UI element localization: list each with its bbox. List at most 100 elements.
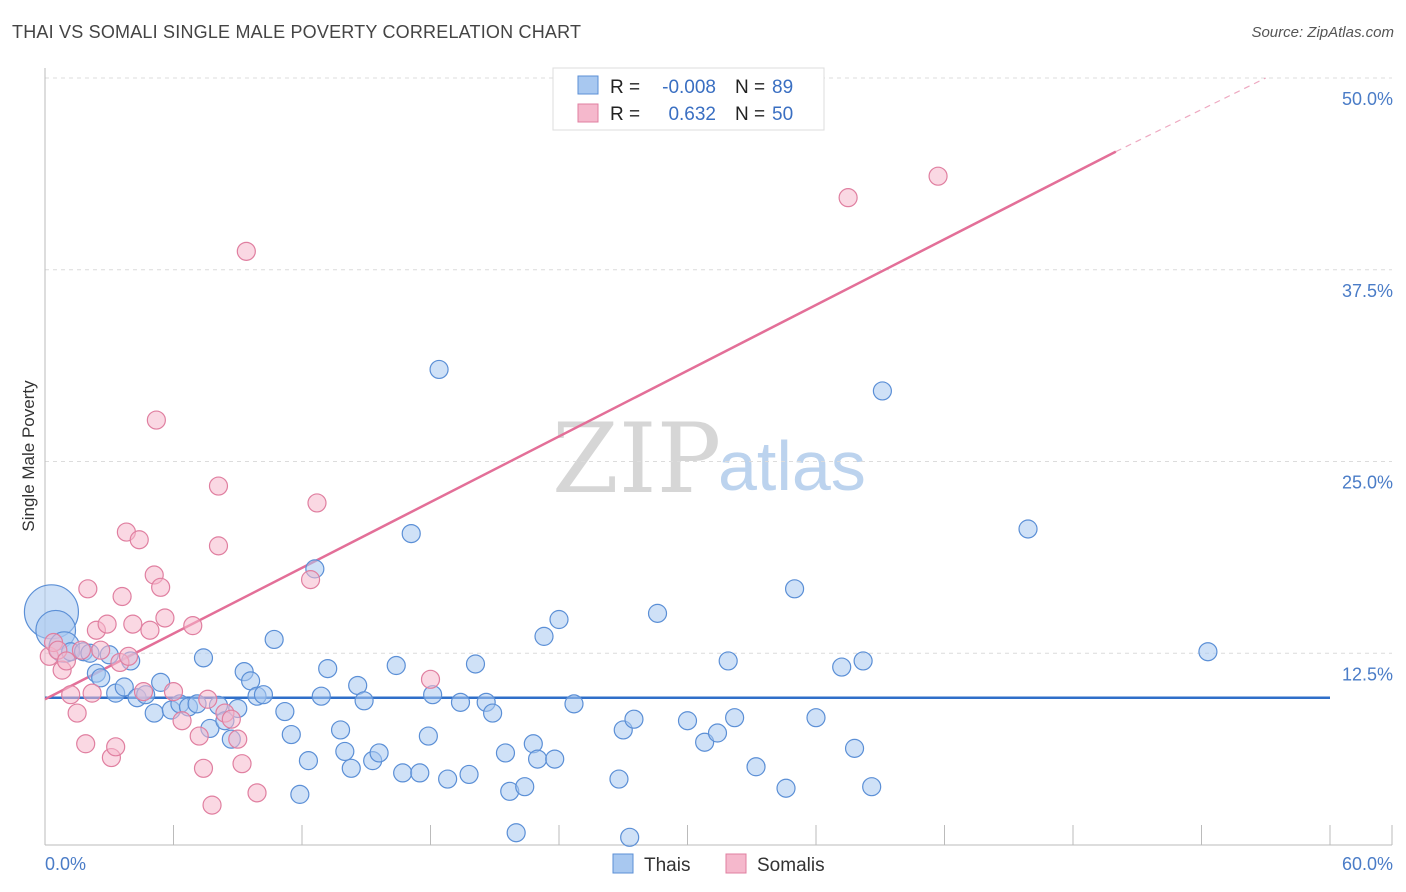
- thais-point: [545, 749, 565, 769]
- thais-point: [483, 703, 503, 723]
- thais-point: [806, 708, 826, 728]
- y-tick-label: 37.5%: [1342, 281, 1393, 301]
- somalis-point: [123, 614, 143, 634]
- somalis-point: [106, 737, 126, 757]
- somalis-point: [118, 646, 139, 666]
- thais-point: [776, 778, 796, 798]
- thais-point: [330, 720, 351, 740]
- thais-point: [549, 609, 569, 630]
- somalis-point: [172, 711, 192, 731]
- thais-point: [862, 777, 882, 797]
- legend-n-value: 50: [772, 104, 793, 125]
- somalis-point: [928, 166, 948, 186]
- thais-point: [418, 726, 438, 746]
- bottom-legend: Thais Somalis: [612, 853, 825, 876]
- thais-point: [311, 686, 331, 706]
- legend-swatch-thais: [577, 75, 599, 95]
- y-tick-label: 12.5%: [1342, 664, 1393, 684]
- somalis-point: [208, 536, 229, 556]
- thais-point: [281, 724, 301, 745]
- thais-point: [718, 651, 738, 671]
- somalis-point: [208, 476, 229, 496]
- source-label: Source: ZipAtlas.com: [1251, 24, 1394, 41]
- somalis-point: [202, 795, 222, 815]
- bottom-legend-label-somalis: Somalis: [757, 855, 825, 876]
- thais-point: [534, 626, 554, 646]
- axes: [44, 68, 1393, 846]
- thais-point: [114, 677, 134, 697]
- thais-point: [624, 709, 644, 729]
- legend-n-value: 89: [772, 77, 793, 98]
- tick-labels: 12.5% 25.0% 37.5% 50.0% 0.0% 60.0%: [45, 89, 1393, 874]
- thais-point: [844, 738, 865, 758]
- somalis-point: [76, 734, 96, 754]
- thais-point: [386, 655, 406, 676]
- somalis-point: [232, 754, 252, 774]
- legend-n-label: N =: [735, 77, 765, 98]
- somalis-point: [78, 579, 98, 599]
- x-tick-label: 60.0%: [1342, 854, 1393, 874]
- thais-point: [450, 692, 471, 712]
- trend-lines: [44, 77, 1330, 701]
- thais-point: [527, 749, 548, 769]
- x-tick-label: 0.0%: [45, 854, 86, 874]
- thais-point: [193, 648, 214, 668]
- somalis-point: [228, 729, 248, 749]
- somalis-point: [112, 586, 132, 607]
- thais-point: [429, 359, 449, 380]
- somalis-point: [61, 685, 81, 705]
- somalis-point: [198, 689, 218, 709]
- somalis-point: [307, 493, 327, 513]
- thais-point: [335, 741, 355, 762]
- thais-point: [144, 703, 164, 723]
- thais-point: [707, 723, 728, 743]
- thais-point: [438, 769, 458, 789]
- somalis-point: [193, 758, 214, 778]
- thais-point: [264, 629, 284, 650]
- thais-point: [354, 691, 374, 711]
- somalis-point: [236, 241, 256, 261]
- legend-r-label: R =: [610, 77, 640, 98]
- bottom-legend-swatch-thais: [612, 853, 634, 874]
- thais-point: [506, 823, 526, 843]
- legend-n-label: N =: [735, 104, 765, 125]
- somalis-point: [91, 640, 111, 660]
- somalis-point: [97, 614, 117, 634]
- somalis-point: [146, 410, 166, 430]
- somalis-point: [56, 651, 77, 671]
- watermark-atlas: atlas: [718, 427, 866, 505]
- somalis-point: [140, 620, 160, 640]
- thais-point: [677, 711, 698, 731]
- gridlines: [45, 77, 1392, 654]
- thais-point: [725, 708, 745, 728]
- bottom-legend-label-thais: Thais: [644, 855, 690, 876]
- somalis-point: [189, 726, 209, 746]
- thais-point: [1198, 642, 1218, 662]
- page-title: THAI VS SOMALI SINGLE MALE POVERTY CORRE…: [12, 22, 582, 42]
- thais-point: [369, 743, 389, 763]
- somalis-point: [838, 188, 858, 208]
- somalis-point: [247, 783, 267, 803]
- somalis-trend-line: [44, 150, 1117, 701]
- thais-point: [1018, 519, 1038, 539]
- thais-point: [290, 784, 310, 804]
- legend-swatch-somalis: [577, 103, 599, 123]
- thais-point: [872, 381, 892, 401]
- watermark-zip: ZIP: [552, 403, 721, 515]
- thais-point: [853, 651, 873, 671]
- somalis-point: [133, 681, 154, 702]
- somalis-point: [163, 681, 184, 702]
- thais-point: [393, 763, 413, 783]
- thais-point: [564, 694, 584, 714]
- y-axis-title: Single Male Poverty: [19, 380, 38, 532]
- somalis-point: [221, 709, 241, 729]
- y-tick-label: 25.0%: [1342, 473, 1393, 493]
- thais-point: [620, 827, 640, 847]
- legend-r-label: R =: [610, 104, 640, 125]
- data-points: [23, 166, 1218, 847]
- thais-point: [465, 654, 486, 674]
- thais-point: [410, 763, 430, 783]
- somalis-point: [151, 577, 171, 597]
- thais-point: [253, 685, 274, 705]
- thais-point: [746, 757, 766, 777]
